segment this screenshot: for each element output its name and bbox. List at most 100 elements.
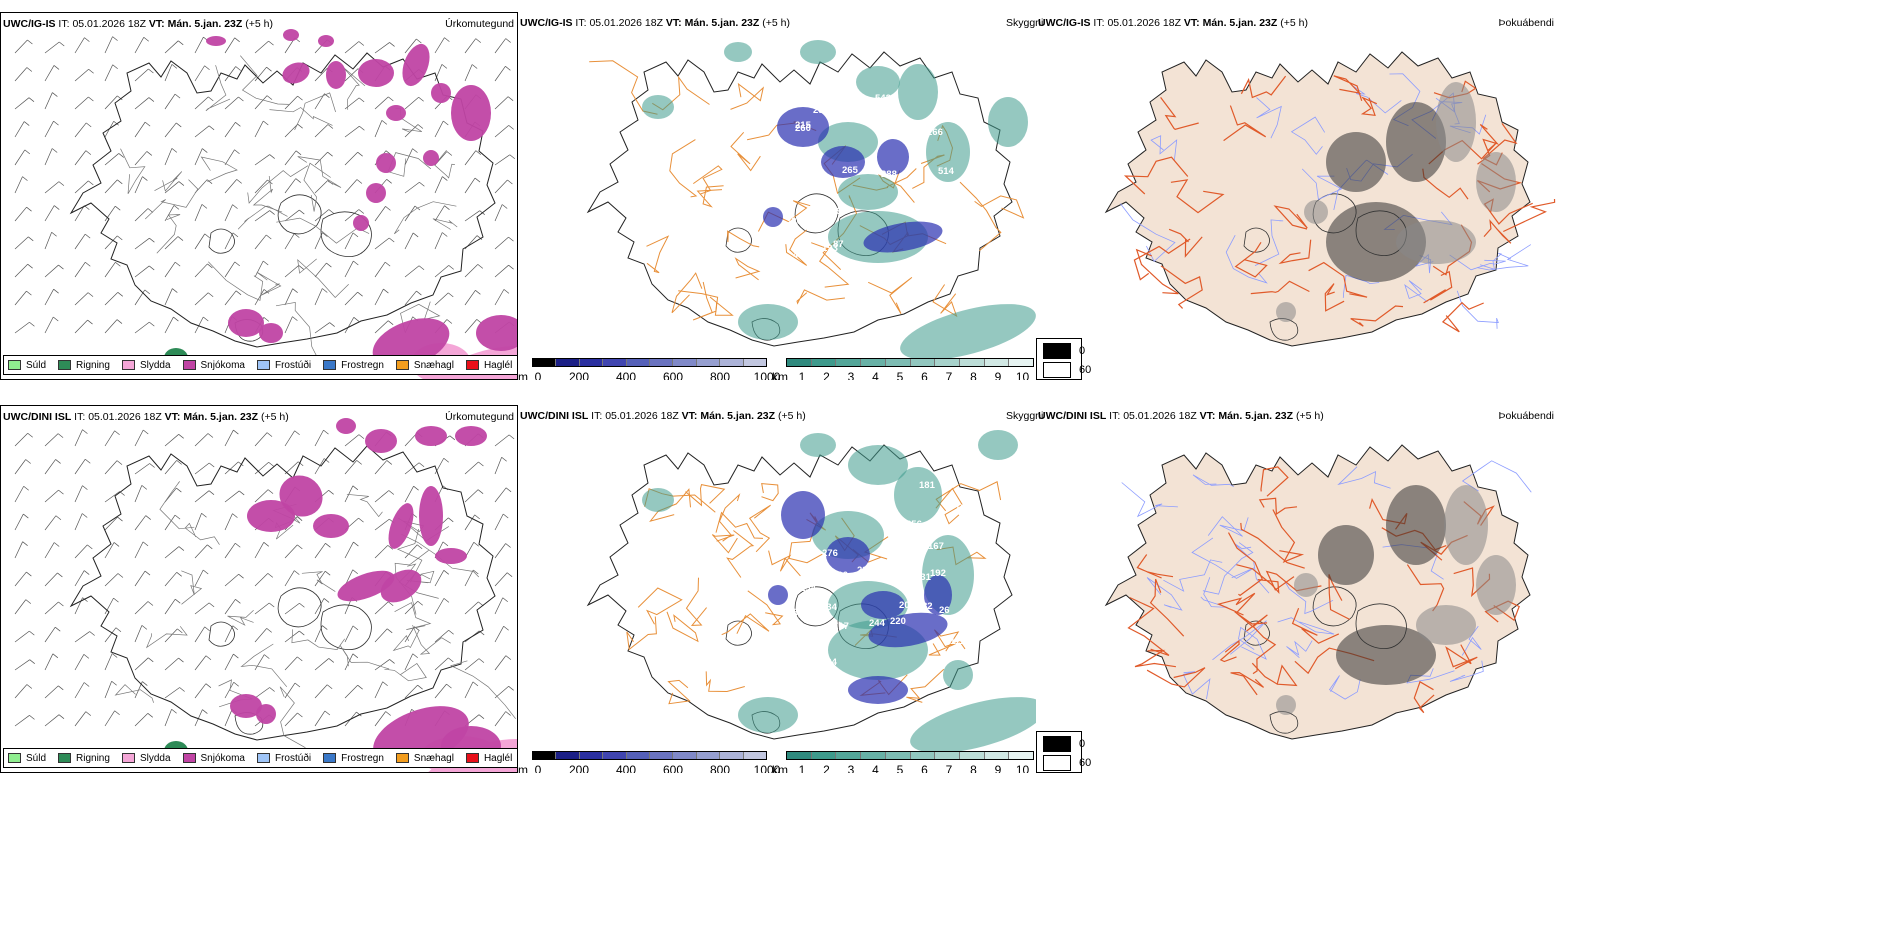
cloud-base-label: 265 — [842, 165, 859, 176]
legend-label: Rigning — [76, 752, 110, 764]
colorbar-tick: 10 — [1015, 763, 1030, 773]
vt-label: VT: — [148, 18, 165, 30]
variable-name: Úrkomutegund — [445, 18, 514, 30]
vt-value: Mán. 5.jan. 23Z — [684, 17, 760, 29]
legend-label: Snæhagl — [413, 359, 454, 371]
colorbar-tick: 3 — [847, 763, 855, 773]
colorbar-tick: 400 — [615, 370, 637, 380]
legend-swatch — [323, 753, 337, 763]
cloud-base-colorbar: m 0 200 400 600 800 1000 — [518, 751, 780, 773]
colorbar-tick: 6 — [921, 370, 928, 380]
legend-item: Frostregn — [323, 360, 384, 371]
cloud-base-label: 198 — [831, 206, 847, 217]
vt-label: VT: — [665, 17, 682, 29]
fog-scale-value: 0 — [1079, 345, 1086, 357]
fog-scale-swatch — [1043, 755, 1071, 771]
cloud-base-label: 346 — [806, 616, 822, 627]
fog-scale-legend: 0 60 — [1036, 338, 1091, 380]
it-value: 05.01.2026 18Z — [589, 17, 663, 29]
lead-time: (+5 h) — [762, 17, 790, 29]
legend-swatch — [256, 753, 270, 763]
colorbar-tick: 800 — [709, 763, 731, 773]
cloud-base-label: 366 — [832, 570, 848, 581]
fog-variable-name: Þokuábendi — [1498, 17, 1554, 29]
legend-item: Súld — [8, 753, 46, 764]
it-label: IT: — [1109, 410, 1121, 422]
colorbar-unit: m — [518, 370, 528, 380]
it-label: IT: — [58, 18, 70, 30]
fog-scale-legend: 0 60 — [1036, 731, 1091, 773]
fog-panel: UWC/DINI ISL IT: 05.01.2026 18Z VT: Mán.… — [1006, 405, 1556, 773]
model-name: UWC/DINI ISL — [3, 411, 72, 423]
visibility-variable-name: Skyggni — [1006, 410, 1044, 422]
cloud-base-label: 193 — [822, 243, 838, 254]
cloud-base-label: 150 — [955, 503, 971, 514]
colorbar-tick: 8 — [970, 370, 977, 380]
colorbar-tick: 600 — [662, 763, 684, 773]
colorbar-tick: 4 — [872, 763, 879, 773]
cloud-base-label: 283 — [813, 105, 829, 116]
legend-swatch — [465, 753, 479, 763]
model-name: UWC/IG-IS — [1038, 17, 1091, 29]
visibility-map: 283 514 265 47 320 260 288 193 198 588 113 320 215 75… — [586, 40, 1036, 360]
fog-scale-row: 60 — [1043, 362, 1091, 378]
visibility-map: 984 205 366 717 26 356 194 150 231 364 276 82 230 743… — [586, 430, 1036, 753]
cloud-base-label: 542 — [875, 93, 891, 104]
colorbar-tick: 1000 — [753, 763, 781, 773]
cloud-base-label: 588 — [944, 103, 960, 114]
colorbar-tick: 8 — [970, 763, 977, 773]
it-label: IT: — [74, 411, 86, 423]
legend-item: Rigning — [58, 360, 110, 371]
cloud-base-label: 230 — [857, 565, 873, 576]
cloud-base-label: 234 — [821, 602, 838, 613]
legend-swatch — [121, 360, 135, 370]
cloud-base-label: 220 — [890, 616, 906, 627]
legend-item: Rigning — [58, 753, 110, 764]
model-name: UWC/DINI ISL — [520, 410, 589, 422]
legend-item: Frostúði — [256, 360, 311, 371]
fog-scale-row: 0 — [1043, 736, 1085, 752]
legend-item: Snæhagl — [395, 752, 454, 764]
vt-value: Mán. 5.jan. 23Z — [1218, 410, 1294, 422]
legend-item: Frostúði — [256, 752, 312, 764]
cloud-base-label: 192 — [930, 568, 946, 579]
colorbar-strip — [786, 751, 1034, 760]
colorbar-strip — [532, 751, 767, 760]
model-name: UWC/DINI ISL — [1038, 410, 1107, 422]
colorbar-tick: 600 — [662, 370, 684, 380]
colorbar-unit: km — [772, 763, 788, 773]
vt-value: Mán. 5.jan. 23Z — [183, 411, 259, 423]
cloud-base-label: 284 — [883, 522, 900, 533]
fog-scale-swatch — [1043, 343, 1071, 359]
legend-label: Súld — [26, 752, 47, 764]
legend-item: Snjókoma — [182, 753, 245, 764]
vt-value: Mán. 5.jan. 23Z — [167, 18, 243, 30]
legend-label: Frostregn — [341, 359, 384, 371]
colorbar-tick: 6 — [921, 763, 928, 773]
legend-label: Snæhagl — [413, 752, 454, 764]
fog-panel: UWC/IG-IS IT: 05.01.2026 18Z VT: Mán. 5.… — [1006, 12, 1556, 380]
legend-label: Frostúði — [274, 752, 312, 764]
cloud-base-label: 743 — [793, 611, 809, 622]
fog-scale-swatch — [1043, 362, 1071, 378]
vt-label: VT: — [681, 410, 698, 422]
colorbar-tick: 2 — [823, 370, 830, 380]
cloud-base-label: 320 — [822, 97, 838, 108]
precip-type-panel: UWC/IG-IS IT: 05.01.2026 18Z VT: Mán. 5.… — [0, 12, 518, 380]
fog-scale-row: 60 — [1043, 755, 1091, 771]
legend-swatch — [8, 360, 21, 370]
fog-scale-swatch — [1043, 736, 1071, 752]
colorbar-tick: 5 — [896, 370, 904, 380]
lead-time: (+5 h) — [1280, 17, 1308, 29]
colorbar-tick: 200 — [568, 370, 590, 380]
colorbar-tick: 3 — [847, 370, 855, 380]
legend-label: Snjókoma — [200, 359, 245, 371]
fog-scale-row: 0 — [1043, 343, 1085, 359]
cloud-base-label: 167 — [928, 541, 944, 552]
visibility-colorbar: km 1 2 3 4 5 6 7 8 9 10 — [772, 751, 1036, 773]
lead-time: (+5 h) — [245, 18, 273, 30]
cloud-base-label: 111 — [950, 636, 966, 647]
cloud-base-label: 288 — [881, 169, 897, 180]
colorbar-tick: 4 — [872, 370, 879, 380]
